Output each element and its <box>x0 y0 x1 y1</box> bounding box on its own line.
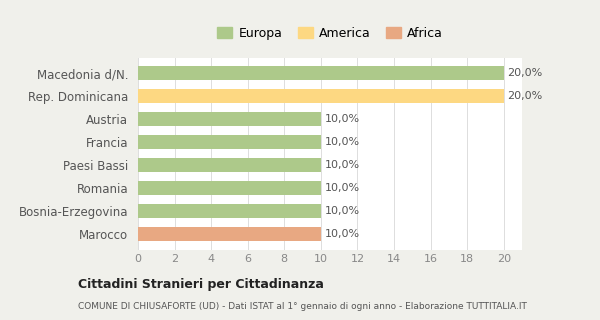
Text: Cittadini Stranieri per Cittadinanza: Cittadini Stranieri per Cittadinanza <box>78 278 324 292</box>
Bar <box>138 158 321 172</box>
Text: 10,0%: 10,0% <box>325 206 359 216</box>
Text: 10,0%: 10,0% <box>325 229 359 239</box>
Bar <box>138 89 504 103</box>
Text: 10,0%: 10,0% <box>325 114 359 124</box>
Text: 10,0%: 10,0% <box>325 137 359 147</box>
Bar <box>138 66 504 80</box>
Text: 10,0%: 10,0% <box>325 183 359 193</box>
Text: COMUNE DI CHIUSAFORTE (UD) - Dati ISTAT al 1° gennaio di ogni anno - Elaborazion: COMUNE DI CHIUSAFORTE (UD) - Dati ISTAT … <box>78 302 527 311</box>
Text: 20,0%: 20,0% <box>508 91 542 101</box>
Bar <box>138 135 321 149</box>
Bar <box>138 227 321 241</box>
Bar <box>138 181 321 195</box>
Legend: Europa, America, Africa: Europa, America, Africa <box>212 22 448 44</box>
Text: 10,0%: 10,0% <box>325 160 359 170</box>
Bar <box>138 204 321 218</box>
Text: 20,0%: 20,0% <box>508 68 542 78</box>
Bar <box>138 112 321 126</box>
